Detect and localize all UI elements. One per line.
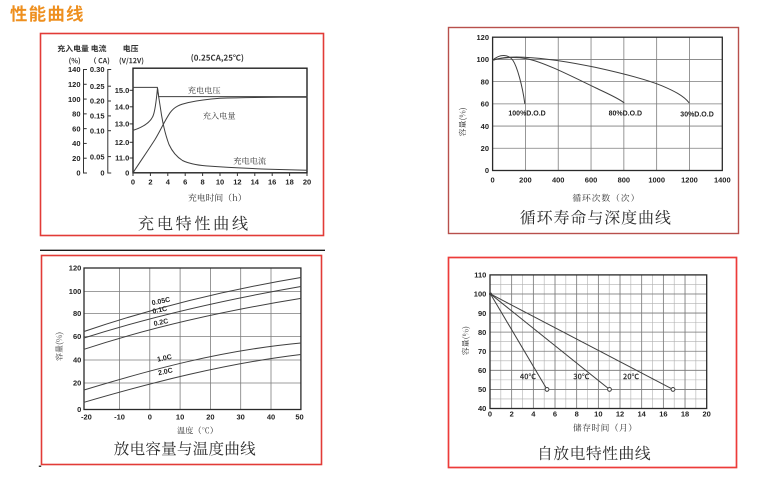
svg-text:80: 80 xyxy=(478,328,486,337)
svg-text:80: 80 xyxy=(481,77,489,86)
svg-text:0.05: 0.05 xyxy=(90,152,105,161)
svg-text:40: 40 xyxy=(481,122,489,131)
svg-text:100: 100 xyxy=(476,55,489,64)
svg-text:0: 0 xyxy=(491,175,495,184)
svg-text:10: 10 xyxy=(594,410,602,419)
svg-text:2.0C: 2.0C xyxy=(158,367,174,377)
svg-text:0: 0 xyxy=(148,412,152,421)
svg-text:20: 20 xyxy=(72,154,80,163)
svg-text:30%D.O.D: 30%D.O.D xyxy=(680,112,713,119)
svg-text:20: 20 xyxy=(703,410,711,419)
svg-text:0.05C: 0.05C xyxy=(151,297,171,308)
svg-text:200: 200 xyxy=(519,175,532,184)
svg-text:1.0C: 1.0C xyxy=(157,354,173,364)
svg-text:80%D.O.D: 80%D.O.D xyxy=(609,111,642,118)
svg-text:40: 40 xyxy=(72,139,80,148)
svg-text:0: 0 xyxy=(485,166,489,175)
svg-text:50: 50 xyxy=(295,412,303,421)
svg-text:1000: 1000 xyxy=(648,175,665,184)
svg-text:12.0: 12.0 xyxy=(115,138,130,147)
svg-text:1200: 1200 xyxy=(681,175,698,184)
svg-text:0.1C: 0.1C xyxy=(152,306,168,316)
svg-text:0.30: 0.30 xyxy=(90,65,105,74)
svg-text:20: 20 xyxy=(73,379,81,388)
svg-text:6: 6 xyxy=(183,178,187,187)
svg-text:0.2C: 0.2C xyxy=(153,318,169,328)
svg-text:15.0: 15.0 xyxy=(115,86,130,95)
svg-text:100%D.O.D: 100%D.O.D xyxy=(508,111,545,118)
svg-text:11.0: 11.0 xyxy=(115,154,129,163)
svg-text:0.10: 0.10 xyxy=(90,126,105,135)
svg-text:16: 16 xyxy=(659,410,667,419)
svg-text:2: 2 xyxy=(148,178,152,187)
svg-text:0: 0 xyxy=(125,169,129,178)
svg-text:0: 0 xyxy=(76,169,80,178)
svg-text:60: 60 xyxy=(73,332,81,341)
svg-text:40: 40 xyxy=(73,356,81,365)
svg-text:18: 18 xyxy=(681,410,689,419)
svg-text:600: 600 xyxy=(585,175,598,184)
svg-text:0: 0 xyxy=(77,405,81,414)
svg-text:60: 60 xyxy=(72,124,80,133)
svg-text:90: 90 xyxy=(478,309,486,318)
svg-text:14: 14 xyxy=(638,410,647,419)
svg-text:20: 20 xyxy=(481,144,489,153)
svg-text:100: 100 xyxy=(474,290,487,299)
svg-text:10: 10 xyxy=(176,412,184,421)
svg-text:110: 110 xyxy=(474,271,486,280)
svg-text:8: 8 xyxy=(575,410,579,419)
svg-text:120: 120 xyxy=(69,264,82,273)
svg-text:1400: 1400 xyxy=(714,175,731,184)
svg-text:40: 40 xyxy=(478,404,486,413)
svg-text:400: 400 xyxy=(552,175,565,184)
svg-text:100: 100 xyxy=(68,95,81,104)
svg-text:6: 6 xyxy=(553,410,557,419)
svg-text:0.15: 0.15 xyxy=(90,112,105,121)
svg-text:60: 60 xyxy=(478,366,486,375)
svg-text:100: 100 xyxy=(69,287,82,296)
svg-text:60: 60 xyxy=(481,100,489,109)
svg-text:18: 18 xyxy=(285,178,293,187)
svg-text:120: 120 xyxy=(68,80,81,89)
svg-text:13.0: 13.0 xyxy=(115,120,130,129)
svg-text:16: 16 xyxy=(268,178,276,187)
svg-text:12: 12 xyxy=(616,410,624,419)
svg-text:0: 0 xyxy=(131,178,135,187)
svg-text:120: 120 xyxy=(476,33,489,42)
svg-text:10: 10 xyxy=(216,178,224,187)
svg-text:0.20: 0.20 xyxy=(90,97,105,106)
svg-text:0: 0 xyxy=(488,410,492,419)
svg-text:4: 4 xyxy=(531,410,536,419)
svg-text:800: 800 xyxy=(618,175,631,184)
svg-text:80: 80 xyxy=(73,309,81,318)
svg-text:20: 20 xyxy=(206,412,214,421)
svg-text:40: 40 xyxy=(267,412,275,421)
svg-text:12: 12 xyxy=(233,178,241,187)
svg-text:140: 140 xyxy=(68,65,81,74)
svg-text:-20: -20 xyxy=(81,412,92,421)
svg-text:0.25: 0.25 xyxy=(90,82,105,91)
svg-text:70: 70 xyxy=(478,347,486,356)
svg-text:50: 50 xyxy=(478,385,486,394)
svg-text:0: 0 xyxy=(100,169,104,178)
svg-text:2: 2 xyxy=(510,410,514,419)
svg-text:30: 30 xyxy=(237,412,245,421)
svg-text:-10: -10 xyxy=(114,412,125,421)
svg-text:4: 4 xyxy=(166,178,171,187)
svg-text:8: 8 xyxy=(201,178,205,187)
svg-text:14.0: 14.0 xyxy=(115,103,130,112)
svg-text:20: 20 xyxy=(303,178,311,187)
svg-text:14: 14 xyxy=(251,178,260,187)
svg-text:80: 80 xyxy=(72,110,80,119)
